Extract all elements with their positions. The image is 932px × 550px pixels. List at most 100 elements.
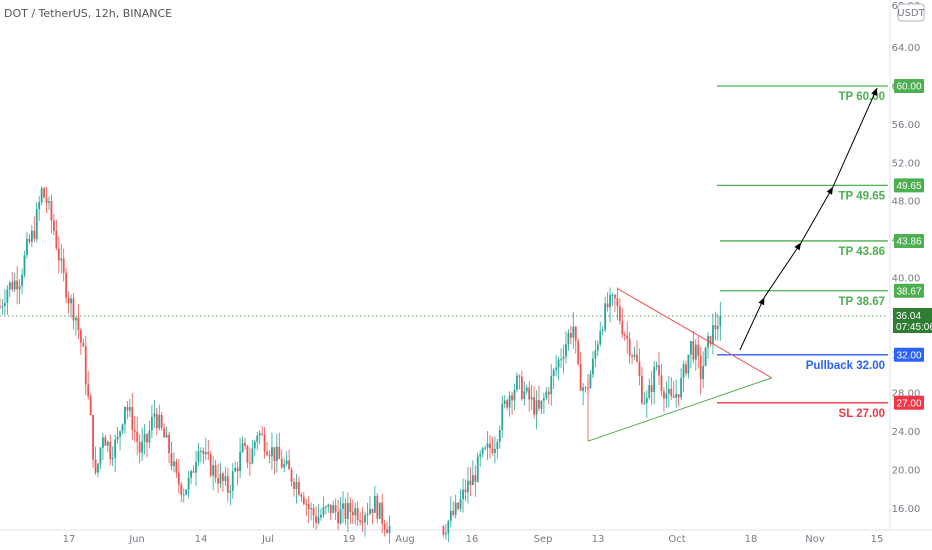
candle bbox=[175, 458, 178, 478]
candle-body bbox=[670, 388, 673, 397]
candle-body bbox=[467, 480, 469, 493]
candle bbox=[204, 437, 207, 461]
candle bbox=[347, 492, 349, 533]
projection-arrow-head bbox=[794, 242, 802, 251]
candle bbox=[471, 460, 474, 486]
candle-body bbox=[489, 443, 491, 449]
candle-body bbox=[494, 448, 496, 453]
candle-body bbox=[94, 459, 97, 473]
level-tag bbox=[894, 178, 924, 193]
candle bbox=[87, 371, 90, 400]
candle bbox=[545, 387, 548, 401]
candle bbox=[716, 313, 719, 341]
candle bbox=[498, 425, 501, 449]
candle-body bbox=[479, 454, 482, 457]
candle-body bbox=[116, 436, 119, 440]
candle-body bbox=[342, 503, 344, 509]
candle-body bbox=[290, 469, 293, 482]
candle-body bbox=[714, 325, 717, 330]
level-label: TP 60.00 bbox=[839, 91, 885, 103]
candle-body bbox=[486, 443, 489, 448]
candle-body bbox=[596, 344, 599, 351]
candle bbox=[6, 285, 9, 315]
candle bbox=[508, 391, 511, 417]
candle-body bbox=[151, 416, 153, 431]
candle bbox=[234, 461, 237, 473]
candle bbox=[628, 332, 631, 364]
candle-body bbox=[555, 367, 558, 370]
candle-body bbox=[623, 334, 626, 336]
candle bbox=[388, 515, 391, 544]
candle bbox=[369, 496, 371, 516]
candle-body bbox=[601, 329, 604, 332]
candle-body bbox=[283, 464, 286, 468]
candle-body bbox=[388, 526, 391, 534]
candle bbox=[197, 442, 200, 467]
candle bbox=[45, 186, 48, 213]
candle bbox=[611, 293, 614, 306]
candle bbox=[121, 423, 124, 435]
candle bbox=[92, 414, 94, 468]
candle-body bbox=[506, 400, 509, 408]
candle bbox=[278, 432, 281, 460]
candle bbox=[202, 447, 205, 464]
candle-body bbox=[520, 376, 523, 400]
candle-body bbox=[618, 306, 621, 322]
candle-body bbox=[77, 317, 80, 331]
candle bbox=[359, 512, 362, 526]
candle bbox=[266, 442, 268, 457]
candle-body bbox=[109, 441, 112, 460]
candle bbox=[361, 506, 364, 532]
candle-body bbox=[663, 391, 665, 399]
candle-body bbox=[518, 375, 521, 377]
candle-body bbox=[469, 480, 472, 485]
candle bbox=[599, 321, 602, 347]
candle bbox=[124, 406, 126, 434]
candle bbox=[459, 489, 462, 512]
candle-body bbox=[491, 448, 494, 453]
candle-body bbox=[498, 430, 501, 443]
candle-body bbox=[567, 333, 570, 345]
candle-body bbox=[660, 375, 663, 392]
candle-body bbox=[709, 335, 712, 344]
candle-body bbox=[648, 385, 651, 398]
time-axis: 17 Jun 14 Jul 19 Aug 16 Sep 13 Oct 18 Nov 15 bbox=[63, 534, 884, 545]
candle-body bbox=[476, 456, 479, 482]
candle bbox=[349, 497, 352, 524]
candle bbox=[547, 387, 550, 405]
candle bbox=[633, 346, 636, 360]
y-tick-label: 64.00 bbox=[892, 43, 921, 54]
candle-body bbox=[452, 510, 455, 515]
candle-body bbox=[40, 188, 43, 203]
candle-body bbox=[562, 356, 565, 360]
candle-body bbox=[60, 258, 63, 261]
candle-body bbox=[712, 325, 714, 344]
candle bbox=[677, 393, 680, 407]
candle bbox=[327, 503, 330, 513]
candle-body bbox=[146, 434, 148, 443]
x-tick-label: 14 bbox=[195, 534, 208, 545]
candle bbox=[38, 196, 41, 221]
candle bbox=[486, 431, 489, 460]
candle-body bbox=[163, 427, 166, 438]
candle bbox=[626, 321, 629, 354]
candle bbox=[28, 233, 31, 245]
candle bbox=[474, 465, 477, 497]
candle-body bbox=[616, 298, 619, 307]
candle bbox=[596, 340, 599, 357]
candle bbox=[317, 503, 320, 525]
candle bbox=[702, 351, 705, 389]
candle bbox=[133, 416, 136, 443]
candle bbox=[648, 378, 651, 399]
candle bbox=[682, 360, 685, 392]
candle bbox=[138, 434, 141, 464]
level-tag-label: 60.00 bbox=[896, 82, 921, 93]
candle bbox=[263, 427, 266, 459]
currency-badge[interactable]: USDT bbox=[897, 3, 926, 22]
candle-body bbox=[565, 344, 567, 357]
projection-arrow-head bbox=[826, 186, 833, 195]
candle bbox=[285, 451, 288, 467]
candle-body bbox=[324, 506, 327, 508]
candle-body bbox=[604, 303, 607, 330]
candle bbox=[645, 390, 648, 418]
